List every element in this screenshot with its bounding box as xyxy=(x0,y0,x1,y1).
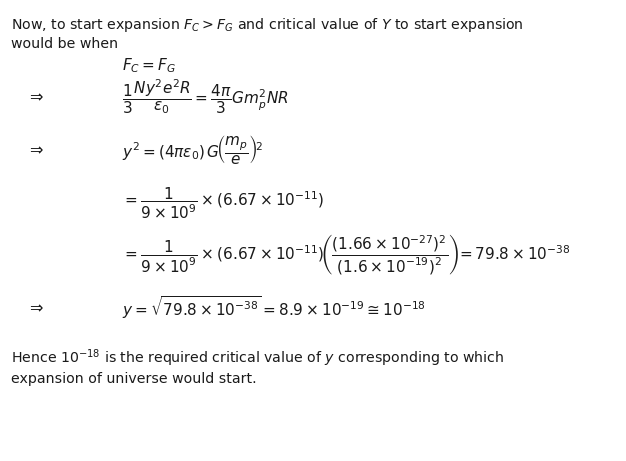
Text: $y = \sqrt{79.8\times 10^{-38}} = 8.9\times 10^{-19} \cong 10^{-18}$: $y = \sqrt{79.8\times 10^{-38}} = 8.9\ti… xyxy=(122,295,426,321)
Text: Now, to start expansion $F_C > F_G$ and critical value of $Y$ to start expansion: Now, to start expansion $F_C > F_G$ and … xyxy=(11,16,524,35)
Text: $y^2 = (4\pi\varepsilon_0)\,G\!\left(\dfrac{m_p}{e}\right)^{\!2}$: $y^2 = (4\pi\varepsilon_0)\,G\!\left(\df… xyxy=(122,133,264,166)
Text: expansion of universe would start.: expansion of universe would start. xyxy=(11,372,257,386)
Text: $\Rightarrow$: $\Rightarrow$ xyxy=(26,89,44,104)
Text: $= \dfrac{1}{9\times 10^9} \times (6.67\times 10^{-11})$: $= \dfrac{1}{9\times 10^9} \times (6.67\… xyxy=(122,186,324,221)
Text: $\dfrac{1}{3}\dfrac{Ny^2e^2R}{\varepsilon_0} = \dfrac{4\pi}{3}Gm_p^2NR$: $\dfrac{1}{3}\dfrac{Ny^2e^2R}{\varepsilo… xyxy=(122,77,289,116)
Text: $\Rightarrow$: $\Rightarrow$ xyxy=(26,142,44,157)
Text: $\Rightarrow$: $\Rightarrow$ xyxy=(26,301,44,315)
Text: $F_C = F_G$: $F_C = F_G$ xyxy=(122,56,176,75)
Text: Hence $10^{-18}$ is the required critical value of $y$ corresponding to which: Hence $10^{-18}$ is the required critica… xyxy=(11,348,505,369)
Text: $= \dfrac{1}{9\times 10^9} \times (6.67\times 10^{-11})\!\left(\dfrac{(1.66\time: $= \dfrac{1}{9\times 10^9} \times (6.67\… xyxy=(122,233,570,277)
Text: would be when: would be when xyxy=(11,37,118,51)
